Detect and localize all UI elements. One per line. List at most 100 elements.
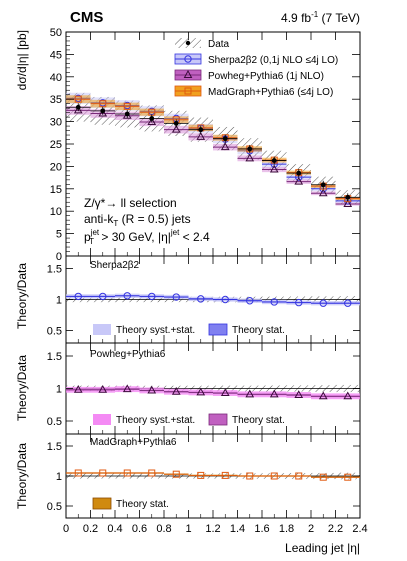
madgraph-ratio-point <box>270 472 278 480</box>
legend-madgraph-label: MadGraph+Pythia6 (≤4j LO) <box>208 87 333 98</box>
sherpa-ratio-point <box>295 298 303 307</box>
madgraph-ratio-point <box>148 469 156 477</box>
powheg-ratio-point <box>245 389 255 398</box>
powheg-point <box>269 164 279 173</box>
madgraph-ratio-point <box>221 471 229 479</box>
data-point <box>100 108 106 114</box>
sherpa-ratio-area: 0.5 1 1.5 <box>47 263 360 338</box>
legend-madgraph-marker <box>184 87 192 95</box>
sherpa-ratio-point <box>270 298 278 306</box>
data-point <box>296 170 302 176</box>
sherpa-ratio-point <box>99 292 107 301</box>
ratio1-ylabel: Theory/Data <box>15 263 29 329</box>
powheg-syst-swatch <box>93 414 111 425</box>
sherpa-panel-title: Sherpa2β2 <box>90 260 140 271</box>
powheg-point <box>73 105 83 114</box>
legend-powheg-marker <box>183 69 193 78</box>
ratio-ytick-label: 1.5 <box>47 441 62 453</box>
data-point <box>198 127 204 133</box>
xtick-label: 1 <box>185 523 191 535</box>
madgraph-panel-title: MadGraph+Pythia6 <box>90 437 177 448</box>
x-axis-title: Leading jet |η| <box>285 541 360 555</box>
powheg-point <box>294 176 304 185</box>
madgraph-ratio-point <box>123 469 131 477</box>
powheg-ratio-point <box>171 386 181 395</box>
madgraph-point <box>74 95 82 103</box>
data-point <box>271 158 277 163</box>
data-point <box>247 146 253 152</box>
powheg-ratio-point <box>269 389 279 398</box>
main-ytick-label: 0 <box>56 251 62 263</box>
powheg-ratio-point <box>73 384 83 393</box>
selection-line-1: Z/γ*→ ll selection <box>84 196 177 210</box>
powheg-ratio-point <box>122 384 132 393</box>
madgraph-ratio-point <box>246 472 254 480</box>
data-point <box>75 104 81 110</box>
sherpa-stat-label: Theory stat. <box>232 325 285 336</box>
main-ylabel: dσ/d|η| [pb] <box>15 30 29 90</box>
madgraph-ratio-point <box>99 469 107 477</box>
madgraph-stat-label: Theory stat. <box>116 499 169 510</box>
powheg-panel-title: Powheg+Pythia6 <box>90 349 166 360</box>
ratio-ytick-label: 1 <box>56 295 62 307</box>
ratio-ytick-label: 0.5 <box>47 501 62 513</box>
data-point <box>345 194 351 200</box>
selection-line-3: pjet T > 30 GeV, |η|jet < 2.4 <box>84 228 210 246</box>
powheg-ratio-point <box>343 391 353 400</box>
sherpa-ratio-point <box>319 299 327 307</box>
madgraph-point <box>99 100 107 108</box>
main-ytick-label: 45 <box>50 49 62 61</box>
main-ytick-label: 15 <box>50 184 62 196</box>
powheg-point <box>171 124 181 133</box>
powheg-ratio-point <box>98 384 108 393</box>
xtick-label: 1.6 <box>254 523 269 535</box>
legend: Data Sherpa2β2 (0,1j NLO ≤4j LO) Powheg+… <box>174 38 338 98</box>
main-plot-area <box>66 92 360 208</box>
madgraph-ratio-point <box>172 470 180 478</box>
powheg-stat-swatch <box>208 413 228 426</box>
legend-powheg-label: Powheg+Pythia6 (1j NLO) <box>208 71 324 82</box>
xtick-label: 0.8 <box>156 523 171 535</box>
ratio3-ylabel: Theory/Data <box>15 443 29 509</box>
powheg-ratio-point <box>196 387 206 396</box>
madgraph-point <box>123 102 131 110</box>
powheg-point <box>318 188 328 197</box>
sherpa-ratio-point <box>74 292 82 301</box>
powheg-syst-label: Theory syst.+stat. <box>116 415 195 426</box>
sherpa-ratio-point <box>172 293 180 301</box>
powheg-point <box>220 142 230 151</box>
ratio-ytick-label: 1.5 <box>47 263 62 275</box>
ratio-ytick-label: 0.5 <box>47 326 62 338</box>
powheg-ratio-point <box>220 388 230 397</box>
madgraph-ratio-point <box>344 473 352 481</box>
ratio2-ylabel: Theory/Data <box>15 355 29 421</box>
xtick-label: 2 <box>308 523 314 535</box>
main-ytick-label: 10 <box>50 206 62 218</box>
ratio-ytick-label: 1 <box>56 471 62 483</box>
madgraph-stat-swatch <box>92 497 112 510</box>
xtick-label: 1.8 <box>279 523 294 535</box>
main-ytick-label: 20 <box>50 161 62 173</box>
data-point <box>149 116 155 121</box>
xtick-label: 2.2 <box>328 523 343 535</box>
xtick-label: 0.6 <box>132 523 147 535</box>
xtick-label: 0.2 <box>83 523 98 535</box>
sherpa-syst-swatch <box>93 324 111 335</box>
sherpa-ratio-point <box>246 297 254 305</box>
powheg-ratio-area: 0.5 1 1.5 <box>47 351 360 428</box>
data-point <box>222 136 228 142</box>
selection-line-2: anti-kT (R = 0.5) jets <box>84 212 191 228</box>
madgraph-ratio-point <box>319 473 327 481</box>
powheg-point <box>147 117 157 126</box>
data-point <box>124 111 130 117</box>
powheg-point <box>98 108 108 117</box>
sherpa-ratio-point <box>221 295 229 304</box>
xtick-label: 1.2 <box>205 523 220 535</box>
ratio-ytick-label: 1 <box>56 384 62 396</box>
sherpa-ratio-point <box>344 299 352 307</box>
powheg-point <box>245 153 255 162</box>
legend-data-label: Data <box>208 39 230 50</box>
madgraph-ratio-area: 0.5 1 1.5 <box>47 441 360 513</box>
legend-sherpa-label: Sherpa2β2 (0,1j NLO ≤4j LO) <box>208 55 338 66</box>
